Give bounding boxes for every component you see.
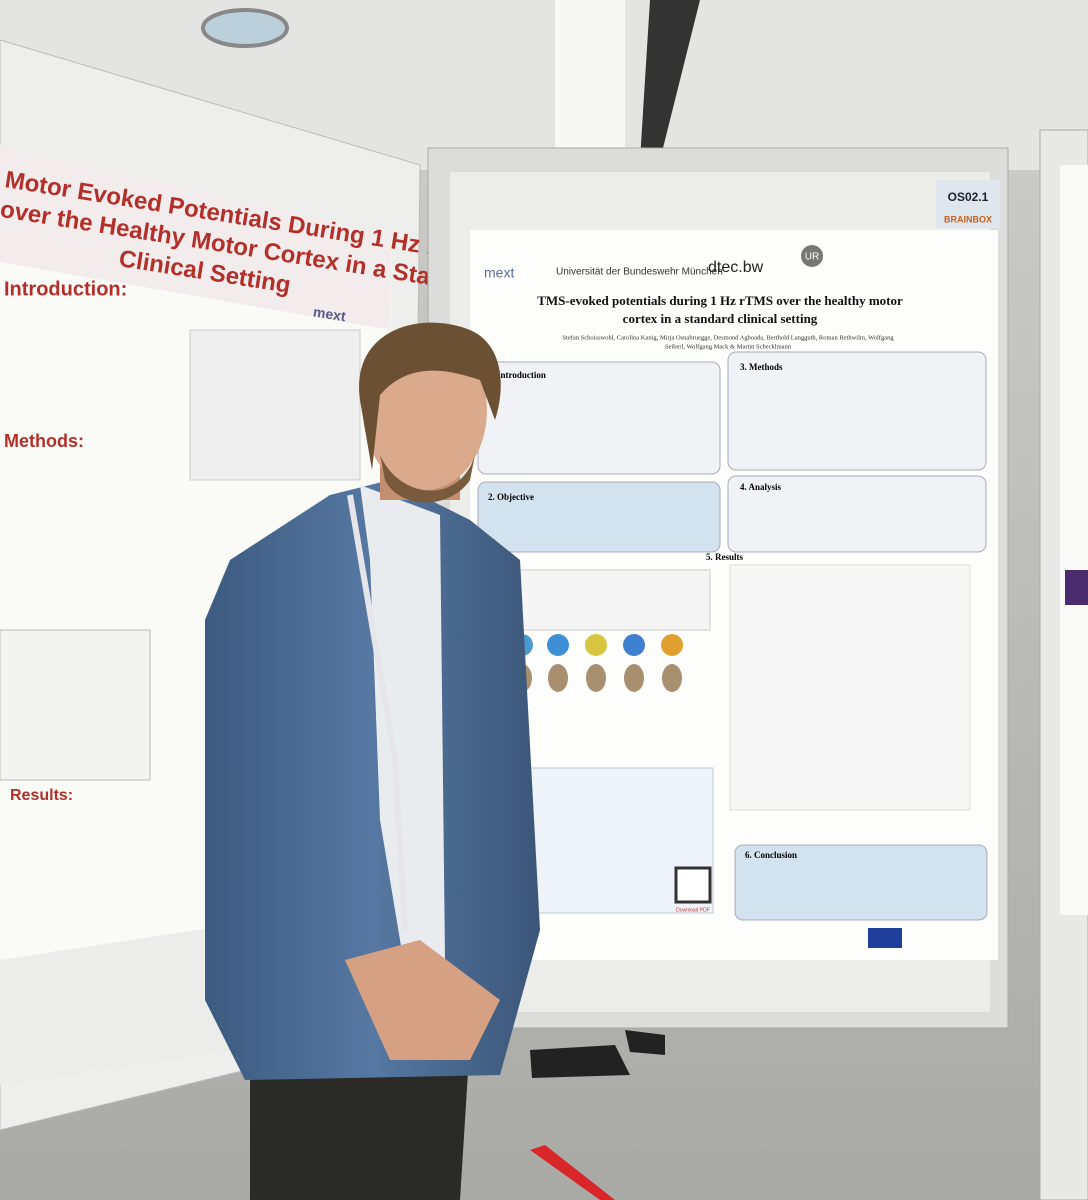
section-heading: 3. Methods (740, 362, 783, 372)
section-box (477, 481, 721, 553)
left-heading: Methods: (4, 431, 84, 451)
section-heading: 6. Conclusion (745, 850, 797, 860)
right-band (1065, 570, 1088, 605)
figure (189, 329, 361, 481)
ceiling-light (201, 8, 289, 48)
section-box (734, 844, 988, 921)
shoe (530, 1045, 630, 1078)
center-title: TMS-evoked potentials during 1 Hz rTMS o… (537, 293, 903, 308)
authors: Stefan Schoisswohl, Carolina Kanig, Mirj… (562, 334, 894, 341)
shoe (625, 1030, 665, 1055)
authors: Seiberl, Wolfgang Mack & Martin Schecklm… (665, 343, 792, 350)
lanyard (347, 494, 408, 931)
hands (345, 940, 500, 1060)
skylight (555, 0, 625, 160)
figure (0, 629, 151, 781)
logo: mext (484, 265, 514, 281)
figure (729, 564, 971, 811)
badge (936, 180, 1000, 228)
hair (359, 322, 501, 470)
shirt (360, 485, 445, 1000)
right-poster (1060, 165, 1088, 915)
left-heading: Results: (10, 787, 73, 804)
left-heading: Introduction: (4, 278, 127, 300)
section-box (727, 351, 987, 471)
eu-flag (868, 928, 902, 948)
logo: mext (312, 303, 347, 324)
center-title: cortex in a standard clinical setting (623, 311, 818, 326)
section-box (727, 475, 987, 553)
logo-mark (801, 245, 823, 267)
section-heading: 4. Analysis (740, 482, 782, 492)
pants (250, 1040, 470, 1200)
badge-text: OS02.1 (948, 190, 989, 204)
qr-code (674, 866, 712, 904)
section-heading: 5. Results (706, 552, 743, 562)
download-label: Download PDF (676, 907, 710, 913)
jacket (205, 480, 540, 1080)
section-heading: 1. Introduction (488, 370, 546, 380)
sponsor: BRAINBOX (944, 214, 992, 224)
figure (509, 569, 711, 631)
section-heading: 2. Objective (488, 492, 534, 502)
chair (530, 1145, 615, 1200)
beard (380, 455, 475, 503)
logo: UR (805, 252, 819, 263)
footer (0, 925, 230, 1085)
logo: Universität der Bundeswehr München (556, 267, 723, 278)
beam (640, 0, 700, 160)
left-title-band (0, 145, 392, 330)
logo: dtec.bw (708, 259, 764, 276)
